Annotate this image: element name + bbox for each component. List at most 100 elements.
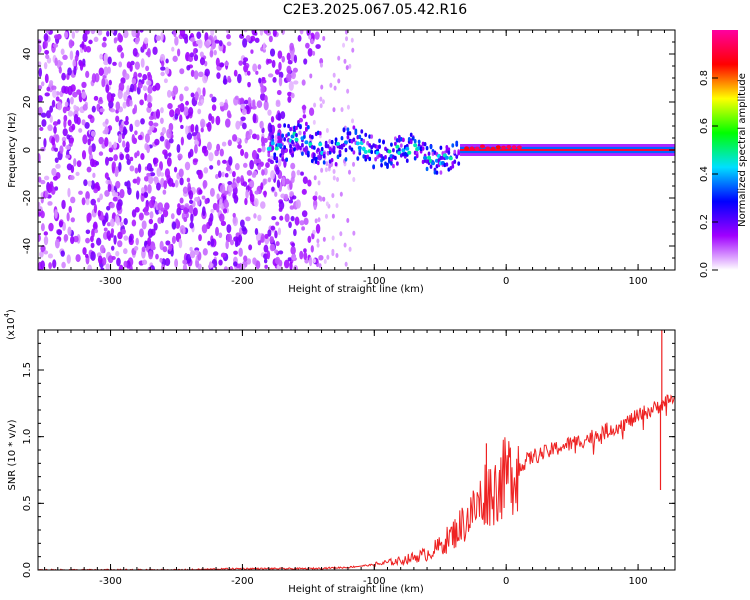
heatmap-cell bbox=[313, 204, 317, 210]
heatmap-cell bbox=[89, 158, 95, 168]
heatmap-cell bbox=[125, 153, 130, 161]
heatmap-cell bbox=[109, 202, 115, 209]
figure-title: C2E3.2025.067.05.42.R16 bbox=[283, 2, 467, 18]
heatmap-cell bbox=[156, 167, 162, 177]
heatmap-cell bbox=[427, 155, 432, 160]
heatmap-cell bbox=[318, 131, 322, 136]
heatmap-cell bbox=[290, 245, 296, 255]
heatmap-cell bbox=[290, 176, 295, 184]
heatmap-cell bbox=[289, 148, 292, 154]
heatmap-cell bbox=[51, 136, 56, 146]
heatmap-cell bbox=[97, 30, 103, 36]
heatmap-cell bbox=[92, 172, 96, 179]
heatmap-cell bbox=[163, 180, 168, 190]
heatmap-cell bbox=[301, 79, 306, 86]
heatmap-cell bbox=[83, 44, 87, 53]
heatmap-cell bbox=[299, 220, 305, 226]
heatmap-cell bbox=[288, 81, 294, 91]
heatmap-cell bbox=[361, 146, 366, 151]
heatmap-cell bbox=[137, 72, 142, 78]
y-tick-label: 0.0 bbox=[22, 562, 33, 578]
heatmap-cell bbox=[147, 236, 152, 247]
heatmap-cell bbox=[202, 179, 208, 189]
heatmap-cell bbox=[63, 234, 69, 242]
heatmap-cell bbox=[90, 198, 96, 206]
heatmap-cell bbox=[134, 61, 140, 70]
heatmap-cell bbox=[119, 153, 125, 161]
heatmap-cell bbox=[47, 124, 53, 132]
heatmap-cell bbox=[200, 127, 204, 133]
heatmap-cell bbox=[99, 108, 105, 113]
heatmap-cell bbox=[260, 92, 266, 101]
heatmap-cell bbox=[237, 144, 242, 149]
heatmap-cell bbox=[72, 59, 77, 68]
heatmap-cell bbox=[163, 78, 168, 84]
heatmap-cell bbox=[268, 35, 273, 43]
heatmap-cell bbox=[91, 73, 97, 84]
heatmap-cell bbox=[260, 84, 265, 95]
heatmap-cell bbox=[219, 213, 225, 222]
heatmap-cell bbox=[130, 60, 135, 66]
heatmap-cell bbox=[160, 107, 164, 114]
heatmap-cell bbox=[63, 119, 67, 129]
heatmap-cell bbox=[104, 156, 109, 166]
heatmap-cell bbox=[261, 127, 265, 134]
heatmap-cell bbox=[98, 67, 104, 76]
heatmap-cell bbox=[165, 140, 171, 150]
heatmap-cell bbox=[64, 101, 69, 107]
heatmap-cell bbox=[160, 60, 165, 67]
heatmap-cell bbox=[124, 73, 130, 80]
heatmap-cell bbox=[107, 125, 113, 132]
heatmap-cell bbox=[168, 243, 173, 252]
heatmap-cell bbox=[209, 165, 214, 170]
heatmap-cell bbox=[245, 189, 249, 199]
heatmap-cell bbox=[104, 189, 110, 197]
heatmap-cell bbox=[354, 128, 358, 133]
heatmap-cell bbox=[119, 221, 124, 227]
heatmap-cell bbox=[386, 164, 389, 170]
heatmap-cell bbox=[324, 213, 328, 219]
heatmap-cell bbox=[90, 242, 95, 249]
heatmap-cell bbox=[299, 250, 304, 260]
heatmap-cell bbox=[239, 33, 245, 39]
heatmap-cell bbox=[457, 151, 461, 156]
heatmap-cell bbox=[201, 195, 206, 200]
heatmap-cell bbox=[298, 117, 304, 123]
heatmap-cell bbox=[324, 143, 328, 149]
heatmap-cell bbox=[186, 132, 193, 140]
heatmap-cell bbox=[123, 218, 128, 226]
heatmap-cell bbox=[257, 147, 262, 153]
heatmap-cell bbox=[245, 216, 251, 222]
heatmap-cell bbox=[288, 221, 292, 229]
heatmap-cell bbox=[40, 81, 45, 87]
heatmap-cell bbox=[356, 156, 360, 161]
heatmap-cell bbox=[97, 255, 103, 264]
heatmap-cell bbox=[279, 138, 283, 144]
heatmap-cell bbox=[78, 128, 83, 133]
heatmap-cell bbox=[267, 58, 273, 64]
heatmap-cell bbox=[330, 157, 334, 163]
heatmap-cell bbox=[98, 151, 104, 156]
heatmap-cell bbox=[303, 147, 306, 152]
heatmap-cell bbox=[203, 167, 209, 174]
heatmap-cell bbox=[255, 260, 261, 270]
heatmap-cell bbox=[290, 162, 296, 170]
heatmap-cell bbox=[118, 82, 125, 92]
heatmap-cell bbox=[196, 31, 202, 39]
heatmap-cell bbox=[244, 197, 248, 206]
heatmap-cell bbox=[314, 218, 318, 224]
heatmap-cell bbox=[325, 128, 329, 134]
heatmap-cell bbox=[81, 91, 87, 99]
heatmap-cell bbox=[228, 156, 233, 166]
heatmap-cell bbox=[348, 169, 352, 175]
heatmap-cell bbox=[96, 197, 101, 203]
heatmap-cell bbox=[55, 163, 61, 169]
heatmap-cell bbox=[238, 234, 243, 243]
heatmap-cell bbox=[296, 169, 301, 176]
heatmap-cell bbox=[259, 120, 264, 129]
heatmap-cell bbox=[113, 234, 117, 245]
heatmap-cell bbox=[277, 123, 282, 129]
heatmap-cell bbox=[464, 146, 470, 151]
colorbar-label: Normalized spectral amplitude bbox=[737, 73, 748, 227]
heatmap-cell bbox=[180, 136, 184, 146]
